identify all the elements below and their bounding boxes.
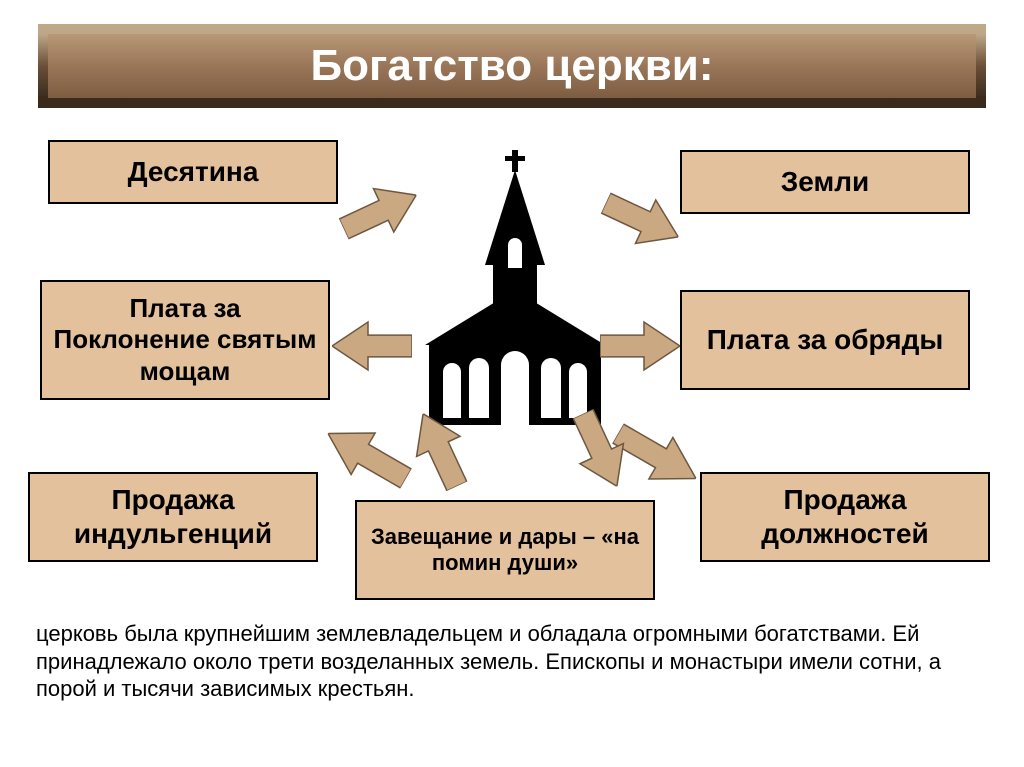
- box-land: Земли: [680, 150, 970, 214]
- box-tithe: Десятина: [48, 140, 338, 204]
- box-indulgences: Продажа индульгенций: [28, 472, 318, 562]
- box-label: Земли: [781, 165, 869, 199]
- box-offices: Продажа должностей: [700, 472, 990, 562]
- box-rites: Плата за обряды: [680, 290, 970, 390]
- box-label: Продажа индульгенций: [40, 483, 306, 550]
- box-label: Плата за обряды: [707, 323, 944, 357]
- box-label: Завещание и дары – «на помин души»: [367, 524, 643, 577]
- title-text: Богатство церкви:: [310, 41, 713, 91]
- box-label: Продажа должностей: [712, 483, 978, 550]
- title-bar: Богатство церкви:: [38, 24, 986, 108]
- church-icon: [415, 150, 615, 430]
- box-label: Плата за Поклонение святым мощам: [52, 293, 318, 387]
- box-relics: Плата за Поклонение святым мощам: [40, 280, 330, 400]
- box-bequests: Завещание и дары – «на помин души»: [355, 500, 655, 600]
- box-label: Десятина: [128, 155, 259, 189]
- footer-text: церковь была крупнейшим землевладельцем …: [36, 620, 988, 703]
